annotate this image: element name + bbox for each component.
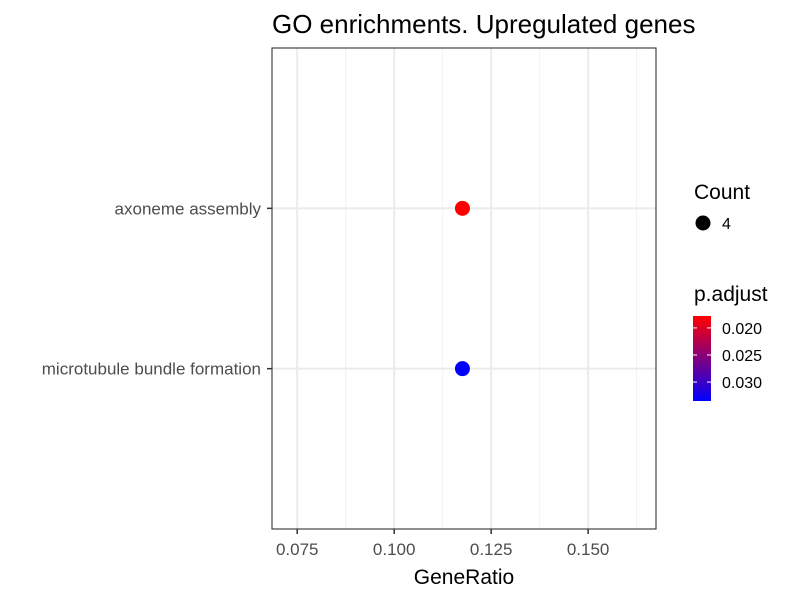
color-legend-ticks: 0.020 0.025 0.030 [693, 321, 762, 392]
color-legend: p.adjust 0.020 0.025 0.030 [693, 283, 768, 401]
y-axis: microtubule bundle formation axoneme asse… [42, 199, 272, 379]
y-tick-label: microtubule bundle formation [42, 360, 261, 379]
size-legend-key [695, 215, 711, 231]
x-tick-label: 0.150 [567, 540, 610, 559]
y-tick-label: axoneme assembly [115, 199, 262, 218]
x-tick-label: 0.100 [373, 540, 416, 559]
grid-lines [272, 48, 656, 529]
chart-title: GO enrichments. Upregulated genes [272, 9, 695, 39]
x-axis-label: GeneRatio [414, 566, 514, 589]
color-legend-tick-label: 0.030 [722, 375, 762, 392]
size-legend: Count 4 [694, 181, 750, 233]
size-legend-title: Count [694, 181, 750, 204]
x-tick-label: 0.075 [276, 540, 319, 559]
color-legend-tick-label: 0.020 [722, 321, 762, 338]
color-legend-title: p.adjust [694, 283, 768, 306]
x-tick-label: 0.125 [470, 540, 513, 559]
size-legend-label: 4 [722, 216, 731, 233]
data-points [454, 200, 470, 377]
plot-panel-border [271, 47, 657, 530]
color-legend-bar [693, 316, 711, 401]
color-legend-tick-label: 0.025 [722, 348, 762, 365]
data-point [454, 200, 470, 216]
x-axis: 0.075 0.100 0.125 0.150 [276, 529, 609, 559]
data-point [454, 361, 470, 377]
